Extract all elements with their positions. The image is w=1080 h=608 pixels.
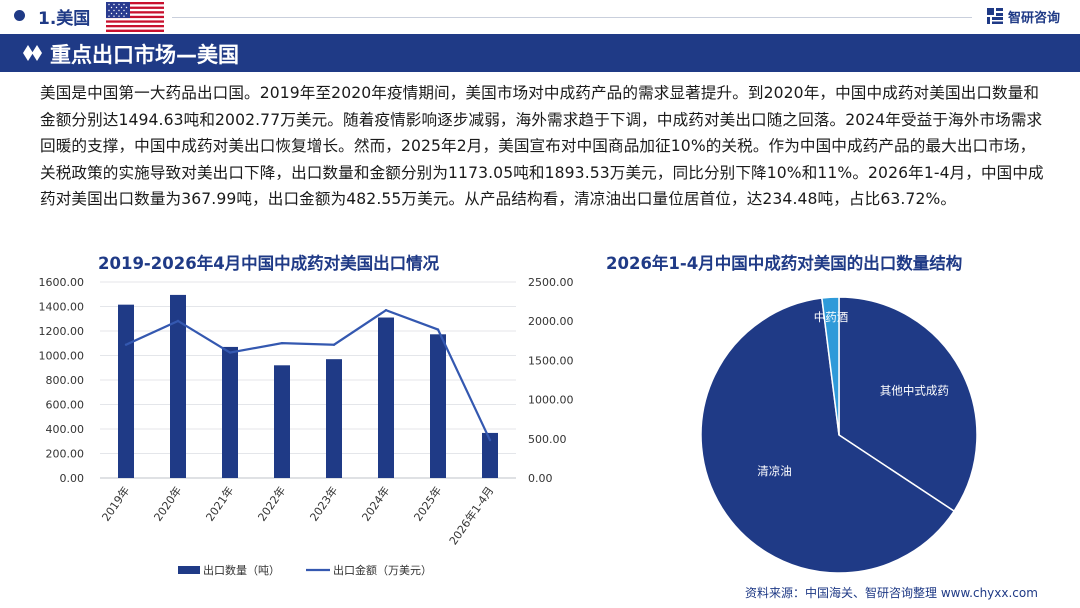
pie-slice bbox=[821, 296, 840, 436]
line-point bbox=[384, 309, 388, 312]
banner-title: 重点出口市场—美国 bbox=[50, 43, 239, 67]
bar bbox=[274, 365, 290, 478]
line-point bbox=[436, 328, 440, 331]
bar bbox=[118, 304, 134, 478]
bar-chart-title: 2019-2026年4月中国中成药对美国出口情况 bbox=[98, 254, 440, 273]
series-line-export-value bbox=[125, 308, 491, 441]
line-point bbox=[176, 319, 180, 323]
y-right-tick-label: 1500.00 bbox=[528, 354, 574, 367]
y-left-tick-label: 200.00 bbox=[46, 448, 85, 461]
line-point bbox=[228, 351, 232, 354]
source-note: 资料来源：中国海关、智研咨询整理 www.chyxx.com bbox=[745, 586, 1038, 600]
header-divider bbox=[172, 17, 972, 18]
y-right-tick-label: 2000.00 bbox=[528, 315, 574, 328]
y-left-tick-label: 400.00 bbox=[46, 423, 85, 436]
section-title: 1.美国 bbox=[38, 9, 91, 29]
line-point bbox=[124, 343, 128, 346]
y-right-tick-label: 500.00 bbox=[528, 433, 567, 446]
y-left-tick-label: 0.00 bbox=[60, 472, 85, 485]
line-point bbox=[332, 343, 336, 346]
y-right-tick-label: 2500.00 bbox=[528, 276, 574, 289]
top-bar: 1.美国 智研咨询 bbox=[0, 0, 1080, 34]
pie-slice-label: 清凉油 bbox=[757, 464, 792, 478]
pie-slice bbox=[700, 297, 956, 574]
pie-slice-label: 其他中式成药 bbox=[880, 383, 949, 397]
description-paragraph: 美国是中国第一大药品出口国。2019年至2020年疫情期间，美国市场对中成药产品… bbox=[40, 84, 1044, 208]
pie-chart-title: 2026年1-4月中国中成药对美国的出口数量结构 bbox=[606, 254, 963, 273]
pie-slice-label: 中药酒 bbox=[814, 310, 849, 324]
brand-logo: 智研咨询 bbox=[986, 6, 1076, 28]
legend-swatch-bar bbox=[178, 566, 200, 574]
logo-mark-icon bbox=[987, 8, 1003, 24]
x-tick-label: 2024年 bbox=[359, 484, 393, 524]
line-point bbox=[488, 438, 492, 442]
line-point bbox=[280, 341, 284, 345]
y-left-tick-label: 1400.00 bbox=[39, 301, 85, 314]
y-left-tick-label: 1600.00 bbox=[39, 276, 85, 289]
x-tick-label: 2020年 bbox=[151, 484, 185, 524]
us-flag-icon bbox=[106, 2, 164, 32]
x-tick-label: 2025年 bbox=[411, 484, 445, 524]
y-left-tick-label: 1000.00 bbox=[39, 350, 85, 363]
legend-label-bar: 出口数量（吨） bbox=[203, 563, 280, 577]
y-left-tick-label: 600.00 bbox=[46, 399, 85, 412]
y-left-tick-label: 800.00 bbox=[46, 374, 85, 387]
logo-text: 智研咨询 bbox=[1008, 11, 1061, 26]
y-right-tick-label: 1000.00 bbox=[528, 394, 574, 407]
legend-label-line: 出口金额（万美元） bbox=[333, 563, 432, 577]
bar bbox=[222, 346, 238, 478]
x-tick-label: 2021年 bbox=[203, 484, 237, 524]
y-left-tick-label: 1200.00 bbox=[39, 325, 85, 338]
x-tick-label: 2022年 bbox=[255, 484, 289, 524]
y-right-tick-label: 0.00 bbox=[528, 472, 553, 485]
bar bbox=[378, 317, 394, 478]
bullet-dot bbox=[14, 10, 25, 21]
bar bbox=[430, 334, 446, 478]
bar bbox=[326, 359, 342, 478]
bar bbox=[170, 294, 186, 478]
diamond-icon bbox=[23, 45, 42, 61]
x-tick-label: 2026年1-4月 bbox=[446, 484, 496, 548]
title-banner: 重点出口市场—美国 bbox=[0, 34, 1080, 72]
x-tick-label: 2019年 bbox=[99, 484, 133, 524]
x-tick-label: 2023年 bbox=[307, 484, 341, 524]
bar bbox=[482, 432, 498, 478]
